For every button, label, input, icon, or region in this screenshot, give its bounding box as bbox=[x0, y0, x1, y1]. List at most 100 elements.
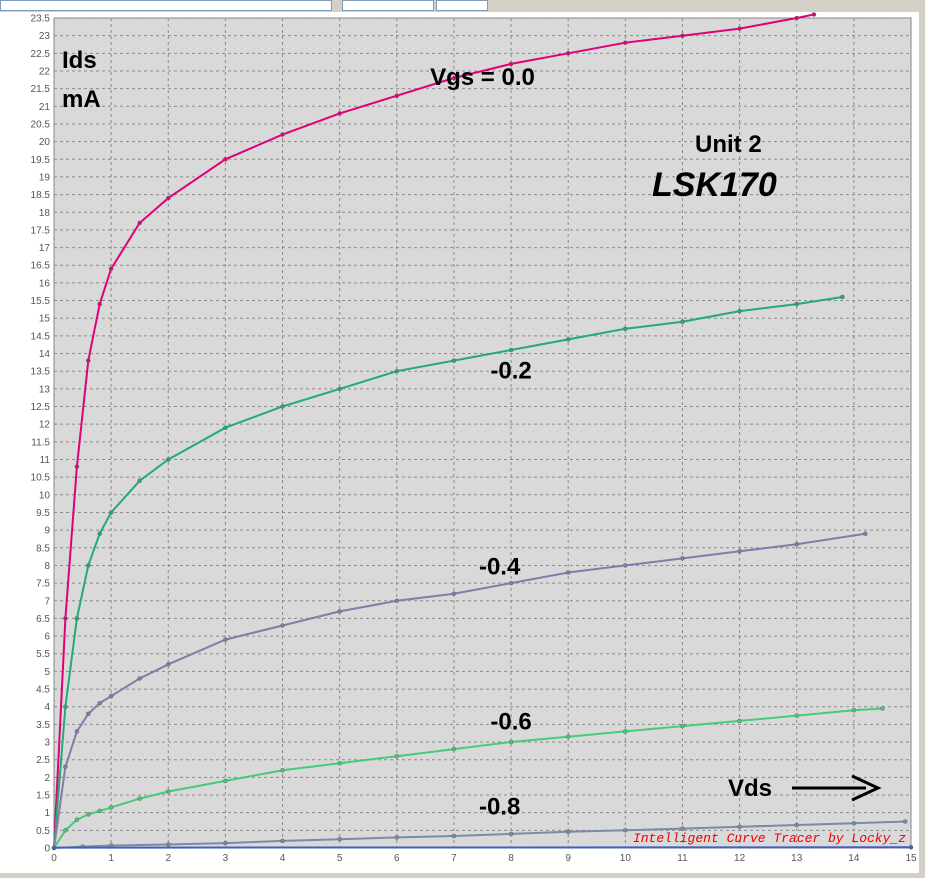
data-point bbox=[451, 75, 457, 81]
data-point bbox=[166, 457, 171, 462]
y-tick-label: 8 bbox=[44, 561, 50, 572]
y-tick-label: 15.5 bbox=[31, 296, 51, 307]
y-tick-label: 18.5 bbox=[31, 190, 51, 201]
data-point bbox=[623, 326, 628, 332]
data-point bbox=[337, 609, 342, 614]
data-point bbox=[508, 580, 514, 586]
data-point bbox=[623, 729, 628, 734]
data-point bbox=[794, 822, 799, 828]
data-point bbox=[97, 531, 102, 536]
data-point bbox=[74, 817, 80, 822]
data-point bbox=[63, 828, 68, 833]
data-point bbox=[63, 764, 68, 770]
toolbar-field-right[interactable] bbox=[436, 0, 488, 11]
curve-label: -0.6 bbox=[490, 709, 531, 736]
y-tick-label: 10.5 bbox=[31, 473, 51, 484]
data-point bbox=[565, 337, 571, 342]
bottom-statusbar bbox=[0, 873, 925, 878]
y-tick-label: 13.5 bbox=[31, 367, 51, 378]
toolbar-field-left[interactable] bbox=[0, 0, 332, 11]
series-line bbox=[53, 13, 815, 849]
chart-title-line2: LSK170 bbox=[652, 166, 777, 204]
data-point bbox=[623, 828, 628, 833]
y-tick-label: 14 bbox=[39, 349, 51, 360]
data-point bbox=[223, 637, 228, 642]
data-point bbox=[337, 760, 342, 766]
data-point bbox=[166, 789, 171, 794]
x-tick-labels: 0 1 2 3 4 5 6 7 8 9 10 11 12 13 14 15 bbox=[51, 853, 917, 864]
x-tick-label: 4 bbox=[280, 853, 286, 864]
series-line bbox=[53, 296, 843, 849]
curve-label: Vgs = 0.0 bbox=[430, 64, 535, 91]
series-group bbox=[51, 12, 914, 851]
data-point bbox=[508, 347, 514, 353]
data-point bbox=[280, 838, 285, 844]
x-tick-label: 11 bbox=[677, 853, 688, 864]
data-point bbox=[451, 358, 457, 363]
data-point bbox=[394, 753, 400, 759]
y-tick-label: 18 bbox=[39, 208, 51, 219]
data-point bbox=[394, 598, 400, 604]
data-point bbox=[811, 12, 817, 17]
curve-labels: Vgs = 0.0 -0.2 -0.4 -0.6 -0.8 bbox=[430, 64, 535, 820]
plot-area bbox=[53, 17, 912, 849]
x-axis-label: Vds bbox=[728, 775, 772, 802]
data-point bbox=[280, 623, 285, 628]
y-tick-label: 19.5 bbox=[31, 155, 51, 166]
data-point bbox=[97, 301, 102, 307]
data-point bbox=[680, 556, 685, 561]
chart-title-line1: Unit 2 bbox=[695, 131, 762, 158]
data-point bbox=[851, 821, 857, 826]
data-point bbox=[880, 706, 885, 711]
series-5 bbox=[51, 845, 914, 850]
y-tick-label: 23.5 bbox=[31, 14, 51, 25]
data-point bbox=[74, 464, 80, 469]
y-tick-label: 14.5 bbox=[31, 331, 51, 342]
data-point bbox=[451, 746, 457, 752]
x-tick-label: 13 bbox=[791, 853, 803, 864]
data-point bbox=[166, 195, 171, 201]
data-point bbox=[680, 723, 685, 729]
y-tick-label: 12.5 bbox=[31, 402, 51, 413]
data-point bbox=[451, 833, 457, 839]
data-point bbox=[74, 729, 80, 734]
y-tick-label: 17.5 bbox=[31, 225, 51, 236]
y-tick-label: 7.5 bbox=[36, 579, 50, 590]
y-tick-label: 6 bbox=[44, 632, 50, 643]
y-tick-label: 5 bbox=[44, 667, 50, 678]
data-point bbox=[565, 570, 571, 575]
data-point bbox=[794, 301, 799, 307]
data-point bbox=[840, 294, 845, 300]
data-point bbox=[74, 616, 80, 621]
y-tick-label: 22.5 bbox=[31, 49, 51, 60]
y-tick-label: 22 bbox=[39, 66, 51, 77]
data-point bbox=[851, 708, 857, 713]
data-point bbox=[137, 220, 142, 226]
data-point bbox=[737, 824, 742, 830]
y-tick-label: 20.5 bbox=[31, 119, 51, 130]
data-point bbox=[166, 662, 171, 667]
x-tick-label: 1 bbox=[108, 853, 114, 864]
y-tick-label: 4 bbox=[44, 702, 50, 713]
data-point bbox=[863, 531, 868, 536]
y-tick-label: 8.5 bbox=[36, 543, 50, 554]
series-2 bbox=[51, 531, 868, 851]
data-point bbox=[623, 563, 628, 568]
data-point bbox=[680, 319, 685, 324]
y-tick-label: 17 bbox=[39, 243, 51, 254]
data-point bbox=[623, 40, 628, 45]
x-axis-arrow-icon bbox=[792, 774, 882, 802]
x-tick-label: 2 bbox=[165, 853, 171, 864]
y-tick-label: 2.5 bbox=[36, 755, 50, 766]
data-point bbox=[680, 33, 685, 38]
y-tick-label: 10 bbox=[39, 490, 51, 501]
data-point bbox=[508, 831, 514, 837]
data-point bbox=[223, 157, 228, 162]
data-point bbox=[223, 425, 228, 430]
y-tick-label: 9.5 bbox=[36, 508, 50, 519]
y-axis-label-line2: mA bbox=[62, 86, 101, 113]
data-point bbox=[108, 805, 114, 810]
y-tick-label: 19 bbox=[39, 172, 51, 183]
right-scrollbar[interactable] bbox=[919, 12, 925, 873]
toolbar-field-mid[interactable] bbox=[342, 0, 434, 11]
